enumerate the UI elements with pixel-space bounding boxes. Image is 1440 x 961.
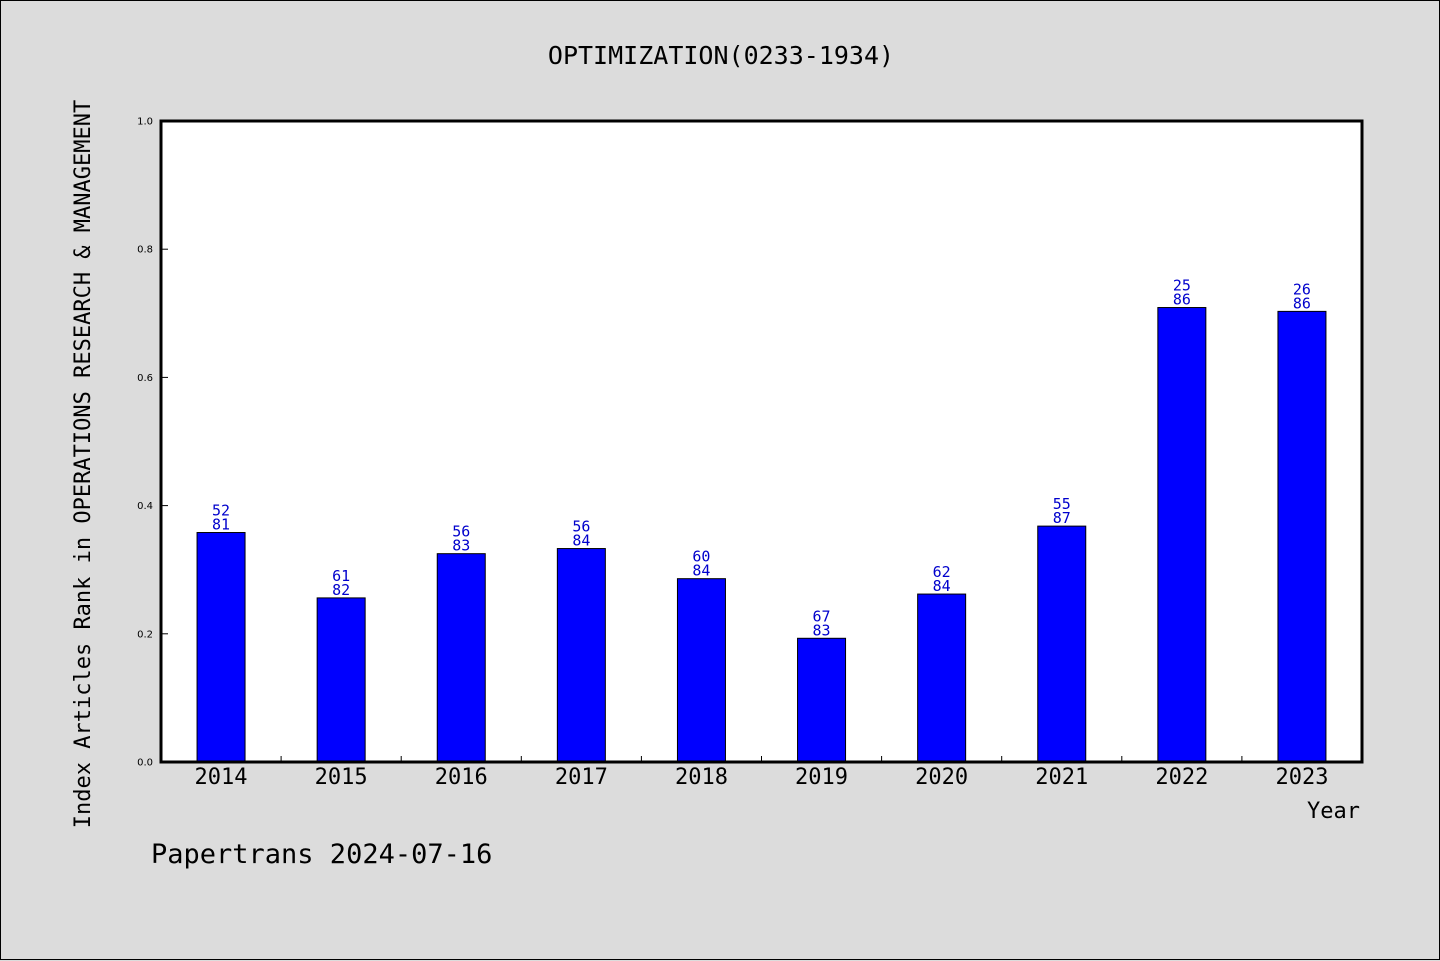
bar-label-2019-2: 83 xyxy=(813,621,831,639)
bar-2016 xyxy=(436,553,486,763)
y-axis-label: Index Articles Rank in OPERATIONS RESEAR… xyxy=(71,100,96,828)
bar-label-2022-1: 25 xyxy=(1173,277,1191,295)
bar-label-2016-1: 56 xyxy=(452,523,470,541)
bar-label-2019-1: 67 xyxy=(813,607,831,625)
bars-layer xyxy=(196,307,1327,763)
bar-2021 xyxy=(1037,525,1087,763)
x-tick-label-2021: 2021 xyxy=(1035,765,1088,790)
x-tick-label-2017: 2017 xyxy=(555,765,608,790)
x-axis: 2014 2015 2016 2017 2018 2019 2020 2021 2022 2023 xyxy=(195,756,1328,790)
bar-label-2018-2: 84 xyxy=(692,562,710,580)
bar-2015 xyxy=(316,597,366,763)
bar-label-2023-2: 86 xyxy=(1293,294,1311,312)
bar-label-2021-2: 87 xyxy=(1053,509,1071,527)
bar-label-2016-2: 83 xyxy=(452,537,470,555)
bar-label-2017-2: 84 xyxy=(572,532,590,550)
x-tick-label-2023: 2023 xyxy=(1275,765,1328,790)
y-tick-label-1.0: 1.0 xyxy=(137,117,153,128)
chart-title: OPTIMIZATION(0233-1934) xyxy=(548,41,894,70)
x-tick-label-2016: 2016 xyxy=(435,765,488,790)
bar-label-2017-1: 56 xyxy=(572,518,590,536)
y-tick-label-0.0: 0.0 xyxy=(137,758,153,769)
bar-label-2014-1: 52 xyxy=(212,502,230,520)
bar-label-2021-1: 55 xyxy=(1053,495,1071,513)
x-tick-label-2018: 2018 xyxy=(675,765,728,790)
x-tick-label-2019: 2019 xyxy=(795,765,848,790)
x-tick-label-2014: 2014 xyxy=(195,765,248,790)
y-tick-label-0.6: 0.6 xyxy=(137,373,153,384)
y-tick-label-0.2: 0.2 xyxy=(137,629,153,640)
bar-2017 xyxy=(556,548,606,763)
bar-2014 xyxy=(196,532,246,763)
bar-label-2018-1: 60 xyxy=(692,548,710,566)
bar-label-2023-1: 26 xyxy=(1293,280,1311,298)
y-tick-label-0.8: 0.8 xyxy=(137,245,153,256)
bar-2022 xyxy=(1157,307,1207,763)
bar-2020 xyxy=(917,593,967,763)
bar-label-2014-2: 81 xyxy=(212,516,230,534)
footer-text: Papertrans 2024-07-16 xyxy=(151,839,492,870)
bar-label-2015-1: 61 xyxy=(332,567,350,585)
bar-label-2015-2: 82 xyxy=(332,581,350,599)
bar-label-2020-1: 62 xyxy=(933,563,951,581)
y-tick-label-0.4: 0.4 xyxy=(137,501,153,512)
x-tick-label-2020: 2020 xyxy=(915,765,968,790)
x-tick-label-2022: 2022 xyxy=(1155,765,1208,790)
bar-2018 xyxy=(676,578,726,763)
bar-label-2020-2: 84 xyxy=(933,577,951,595)
bar-label-2022-2: 86 xyxy=(1173,291,1191,309)
bar-2019 xyxy=(797,637,847,763)
plot-border xyxy=(159,119,1364,764)
x-tick-label-2015: 2015 xyxy=(315,765,368,790)
bar-2023 xyxy=(1277,310,1327,763)
x-axis-label: Year xyxy=(1307,799,1360,824)
